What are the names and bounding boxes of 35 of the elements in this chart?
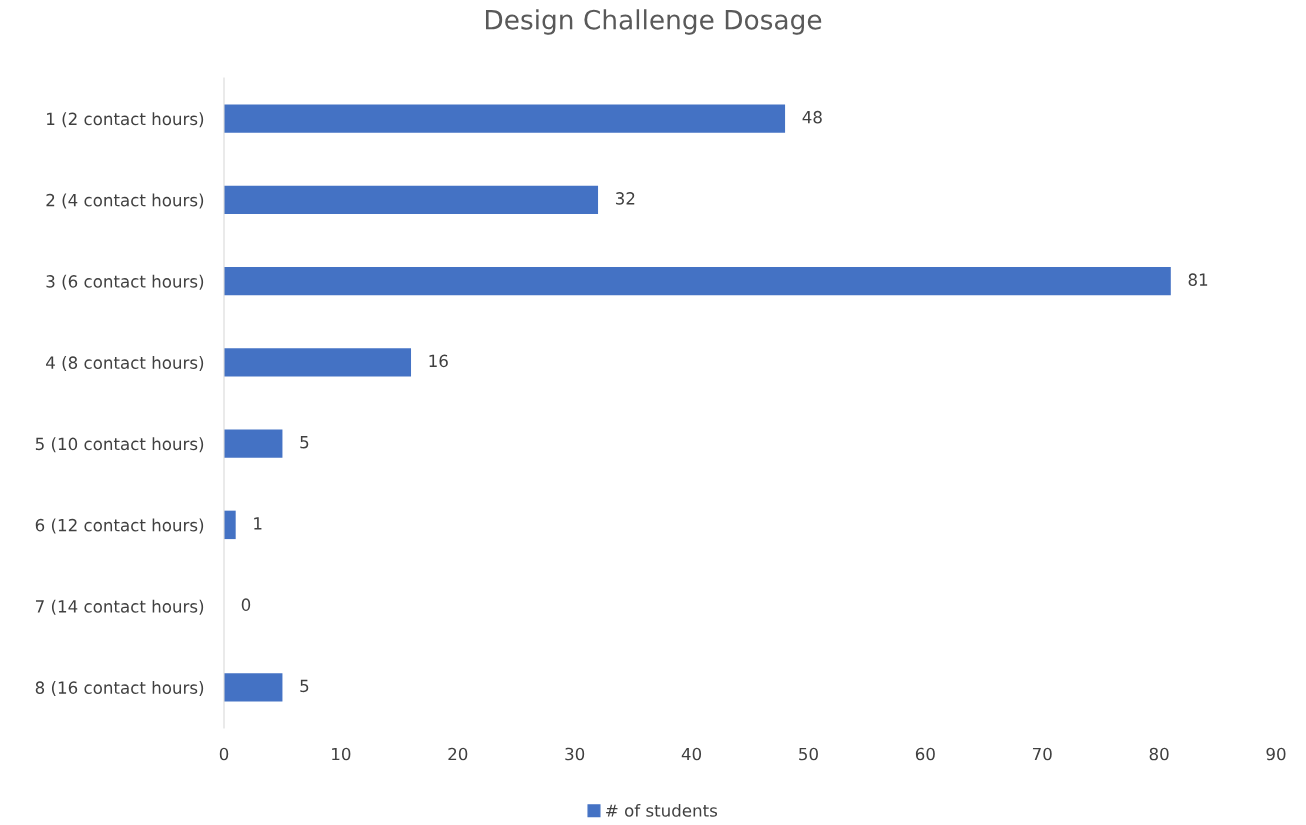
x-tick-label: 50 <box>799 747 818 761</box>
bar <box>224 185 599 215</box>
y-tick-label: 8 (16 contact hours) <box>35 681 204 696</box>
data-label: 32 <box>615 192 635 205</box>
x-tick-label: 60 <box>915 747 935 761</box>
bar <box>224 673 283 702</box>
bar <box>224 104 786 133</box>
x-tick-label: 0 <box>219 747 229 761</box>
y-tick-label: 3 (6 contact hours) <box>46 274 204 290</box>
data-label: 48 <box>802 110 822 124</box>
legend-label: # of students <box>606 803 718 817</box>
x-tick-label: 10 <box>332 747 351 761</box>
y-tick-label: 1 (2 contact hours) <box>47 112 204 128</box>
bar <box>224 429 283 458</box>
bar <box>224 510 236 540</box>
y-tick-label: 2 (4 contact hours) <box>46 193 204 209</box>
data-label: 5 <box>300 679 309 693</box>
chart-title: Design Challenge Dosage <box>485 9 822 35</box>
data-label: 16 <box>429 354 448 368</box>
x-tick-label: 70 <box>1032 747 1052 761</box>
y-tick-label: 6 (12 contact hours) <box>35 518 204 534</box>
x-tick-label: 20 <box>448 747 468 761</box>
y-tick-label: 7 (14 contact hours) <box>35 599 204 615</box>
data-label: 0 <box>241 598 251 611</box>
bar <box>224 266 1171 296</box>
x-tick-label: 40 <box>681 747 702 761</box>
x-tick-label: 80 <box>1149 747 1169 761</box>
bar <box>224 348 412 377</box>
x-tick-label: 90 <box>1266 747 1286 761</box>
y-tick-label: 4 (8 contact hours) <box>46 356 204 371</box>
x-tick-label: 30 <box>565 747 585 761</box>
y-tick-label: 5 (10 contact hours) <box>35 437 204 453</box>
data-label: 1 <box>254 517 262 530</box>
data-label: 81 <box>1188 273 1208 286</box>
data-label: 5 <box>300 436 309 449</box>
